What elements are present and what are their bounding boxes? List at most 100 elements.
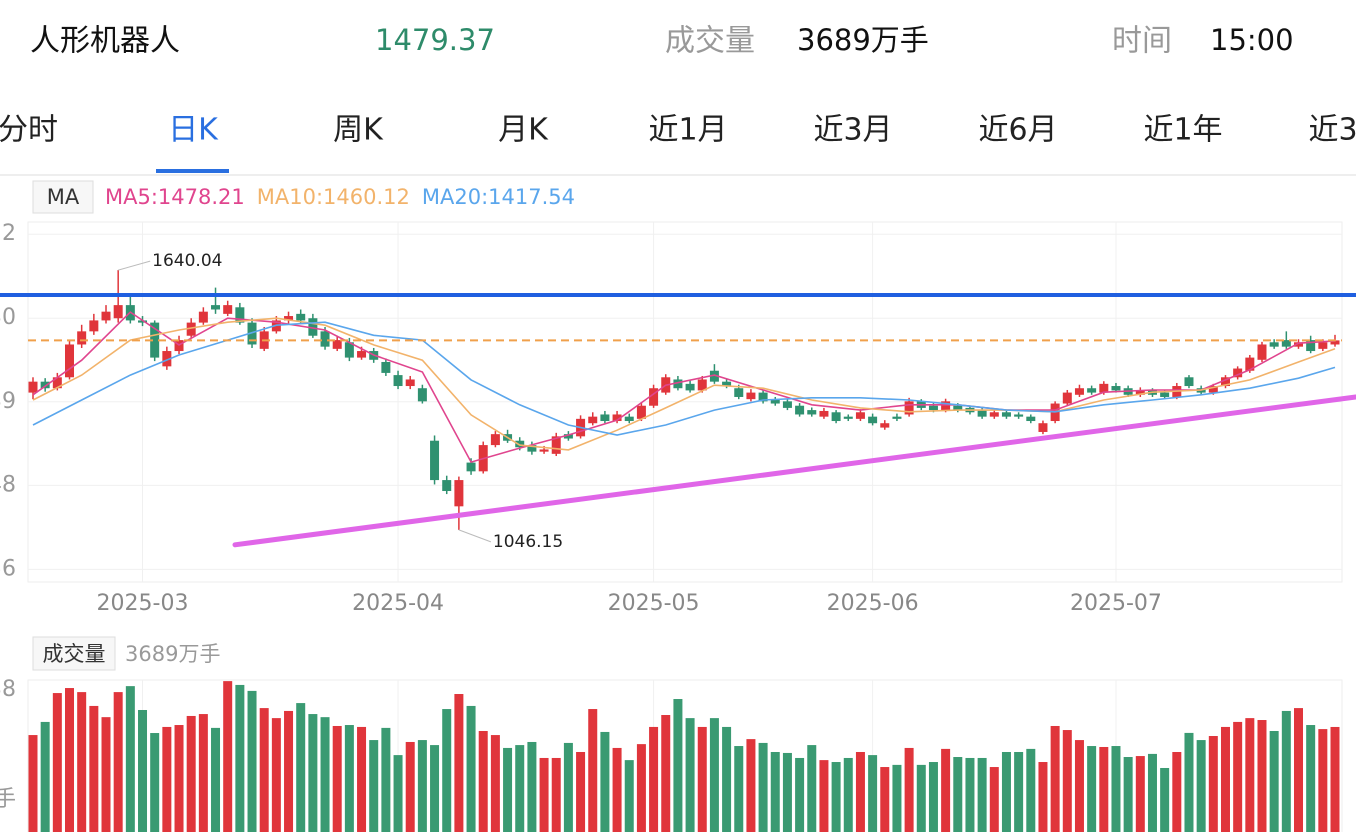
volume-bar: [478, 730, 488, 832]
volume-bar: [746, 739, 756, 832]
volume-bar: [782, 752, 792, 832]
volume-bar: [320, 717, 330, 832]
tab[interactable]: 分时: [0, 113, 58, 148]
volume-bar: [661, 715, 671, 832]
candle-body: [40, 381, 50, 389]
candle-body: [734, 388, 744, 397]
volume-bar: [490, 735, 500, 832]
candle-body: [880, 423, 890, 428]
candle-body: [296, 313, 306, 321]
tab-underline: [156, 169, 229, 173]
volume-bar: [259, 708, 269, 832]
candle-body: [1306, 340, 1316, 352]
stock-price: 1479.37: [375, 23, 495, 57]
volume-bar: [1233, 721, 1243, 832]
candle-body: [1038, 423, 1048, 432]
candle-body: [393, 375, 403, 387]
candle-body: [235, 307, 245, 323]
volume-bar: [880, 767, 890, 832]
x-tick-label: 2025-07: [1070, 591, 1162, 616]
high-annotation: 1640.04: [152, 251, 222, 271]
candle-body: [1257, 344, 1267, 360]
volume-bar: [551, 757, 561, 832]
volume-bar: [941, 748, 951, 832]
volume-bar: [344, 725, 354, 832]
candle-body: [831, 412, 841, 422]
y-tick-label: 1339: [0, 389, 16, 414]
volume-indicator-box[interactable]: [32, 636, 116, 671]
volume-bar: [1123, 757, 1133, 832]
volume-bar: [843, 757, 853, 832]
candle-body: [113, 305, 123, 319]
indicator-label[interactable]: MA: [47, 185, 80, 209]
volume-bar: [40, 721, 50, 832]
tab[interactable]: 近1年: [1143, 113, 1222, 148]
volume-bar: [916, 764, 926, 832]
tab[interactable]: 日K: [168, 113, 219, 148]
candle-body: [344, 342, 354, 358]
tab[interactable]: 近6月: [978, 113, 1057, 148]
volume-bar: [235, 684, 245, 832]
volume-bar: [357, 726, 367, 832]
legend-entry: MA20:1417.54: [422, 185, 575, 209]
volume-bar: [1257, 720, 1267, 832]
candle-body: [807, 410, 817, 415]
candle-body: [101, 311, 111, 321]
candle-body: [332, 340, 342, 349]
candle-body: [28, 381, 38, 393]
volume-bar: [211, 727, 221, 832]
volume-bar: [868, 755, 878, 832]
candle-body: [697, 379, 707, 391]
candle-body: [1135, 390, 1145, 395]
volume-bar: [1220, 726, 1230, 832]
candle-body: [709, 370, 719, 382]
volume-bar: [965, 757, 975, 832]
tab[interactable]: 近3年: [1308, 113, 1356, 148]
volume-bar: [1001, 751, 1011, 832]
candle-body: [515, 440, 525, 448]
high-leader: [118, 260, 151, 271]
tab[interactable]: 近1月: [648, 113, 727, 148]
volume-bar: [138, 709, 148, 832]
candle-body: [673, 379, 683, 389]
volume-bar: [515, 745, 525, 832]
candle-body: [953, 405, 963, 411]
volume-bar: [466, 705, 476, 832]
volume-bar: [89, 705, 99, 832]
volume-bar: [284, 710, 294, 832]
volume-bar: [807, 745, 817, 832]
volume-bar: [430, 745, 440, 832]
volume-bar: [308, 714, 318, 832]
volume-bar: [697, 726, 707, 832]
volume-bar: [442, 709, 452, 832]
candle-body: [150, 322, 160, 358]
volume-indicator-label[interactable]: 成交量: [43, 642, 106, 666]
x-tick-label: 2025-05: [608, 591, 700, 616]
volume-bar: [734, 746, 744, 832]
candle-body: [1062, 392, 1072, 404]
volume-bar: [1050, 725, 1060, 832]
volume-bar: [1038, 762, 1048, 832]
candle-body: [1269, 342, 1279, 347]
volume-bar: [369, 740, 379, 832]
candle-body: [77, 331, 87, 345]
candle-body: [795, 405, 805, 415]
indicator-box[interactable]: [32, 180, 94, 214]
tab[interactable]: 月K: [498, 113, 549, 148]
volume-bar: [77, 692, 87, 832]
candle-body: [1001, 412, 1011, 417]
volume-bar: [539, 757, 549, 832]
volume-bar: [393, 755, 403, 832]
tab[interactable]: 周K: [333, 113, 384, 148]
candle-body: [746, 392, 756, 400]
candle-body: [211, 305, 221, 310]
candle-body: [1330, 340, 1340, 345]
volume-bar: [1318, 729, 1328, 832]
volume-bar: [612, 747, 622, 832]
candle-body: [977, 410, 987, 417]
candle-body: [843, 416, 853, 419]
tab[interactable]: 近3月: [813, 113, 892, 148]
volume-bar: [636, 744, 646, 832]
candle-body: [941, 401, 951, 411]
